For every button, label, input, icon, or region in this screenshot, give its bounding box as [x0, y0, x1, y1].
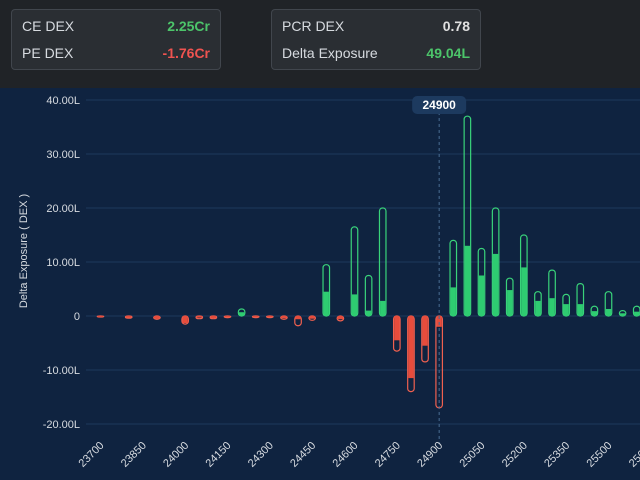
bar-fill: [238, 312, 245, 316]
ce-dex-row: CE DEX 2.25Cr: [22, 12, 210, 39]
x-tick-label: 24000: [161, 440, 191, 470]
x-axis-tick-labels: 23700 23850 24000 24150 24300 24450 24600 24750…: [77, 440, 640, 470]
bar-fill: [154, 316, 160, 319]
bar-fill: [380, 300, 386, 316]
bar-outline: [364, 274, 373, 317]
pcr-dex-value: 0.78: [442, 17, 470, 34]
y-tick-label: 20.00L: [46, 203, 80, 215]
pcr-dex-row: PCR DEX 0.78: [282, 12, 470, 39]
crosshair-label: 24900: [422, 98, 456, 112]
chart-grid: [86, 99, 640, 425]
crosshair: 24900: [412, 96, 467, 444]
x-tick-label: 25050: [458, 440, 488, 470]
bar-fill: [619, 313, 626, 316]
bar-fill: [281, 316, 287, 319]
bar-fill: [196, 316, 202, 318]
pe-dex-value: -1.76Cr: [162, 44, 210, 61]
bar-fill: [563, 304, 569, 316]
x-tick-label: 23850: [119, 440, 149, 470]
chart-bars: [96, 115, 640, 409]
bar-fill: [365, 310, 372, 316]
summary-card-left: CE DEX 2.25Cr PE DEX -1.76Cr: [11, 9, 221, 70]
y-tick-label: 10.00L: [46, 257, 80, 269]
x-tick-label: 24750: [373, 440, 403, 470]
x-tick-label: 23700: [77, 440, 107, 470]
y-tick-label: -20.00L: [43, 419, 80, 431]
bar-fill: [394, 316, 400, 341]
bar-fill: [535, 300, 541, 316]
bar-fill: [492, 253, 499, 316]
x-tick-label: 25350: [542, 440, 572, 470]
bar-fill: [126, 316, 132, 318]
bar-fill: [267, 316, 273, 318]
y-axis-tick-labels: 40.00L 30.00L 20.00L 10.00L 0 -10.00L -20.00L: [43, 95, 80, 431]
x-tick-label: 24300: [246, 440, 276, 470]
bar-fill: [351, 294, 358, 316]
bar-fill: [591, 311, 598, 316]
bar-fill: [295, 316, 301, 320]
pcr-dex-label: PCR DEX: [282, 17, 345, 34]
x-tick-label: 25650: [627, 440, 640, 470]
bar-fill: [450, 287, 456, 316]
crosshair-label-bg: [412, 96, 467, 114]
x-tick-label: 25500: [585, 440, 615, 470]
bar-fill: [97, 316, 104, 318]
bar-fill: [436, 316, 442, 327]
dex-chart-svg[interactable]: 40.00L30.00L20.00L10.00L0-10.00L-20.00L …: [0, 88, 640, 480]
bar-fill: [210, 316, 217, 319]
bar-fill: [577, 304, 583, 316]
y-tick-label: 30.00L: [46, 149, 80, 161]
bar-fill: [549, 298, 555, 316]
bar-fill: [521, 267, 527, 316]
x-tick-label: 24900: [415, 440, 445, 470]
bar-fill: [224, 316, 231, 318]
y-axis-title: Delta Exposure ( DEX ): [18, 194, 30, 308]
y-tick-label: 0: [74, 311, 80, 323]
bar-fill: [323, 291, 329, 316]
bar-fill: [464, 245, 471, 316]
ce-dex-label: CE DEX: [22, 17, 75, 34]
bar-fill: [422, 316, 428, 346]
dex-chart[interactable]: 40.00L 30.00L 20.00L 10.00L 0 -10.00L -20.00L …: [0, 88, 640, 480]
bar-fill: [634, 311, 640, 316]
y-tick-label: 40.00L: [46, 95, 80, 107]
bar-fill: [182, 316, 188, 324]
summary-card-right: PCR DEX 0.78 Delta Exposure 49.04L: [271, 9, 481, 70]
delta-exposure-value: 49.04L: [426, 44, 470, 61]
ce-dex-value: 2.25Cr: [167, 17, 210, 34]
delta-exposure-label: Delta Exposure: [282, 44, 378, 61]
bar-fill: [337, 316, 344, 320]
x-tick-label: 24150: [204, 440, 234, 470]
bar-fill: [507, 290, 513, 316]
bar-fill: [478, 275, 485, 316]
delta-exposure-row: Delta Exposure 49.04L: [282, 39, 470, 66]
x-tick-label: 24450: [288, 440, 318, 470]
bar-fill: [309, 316, 315, 319]
x-tick-label: 24600: [331, 440, 361, 470]
x-tick-label: 25200: [500, 440, 530, 470]
y-tick-label: -10.00L: [43, 365, 80, 377]
bar-fill: [408, 316, 414, 379]
pe-dex-label: PE DEX: [22, 44, 74, 61]
bar-fill: [253, 316, 259, 318]
bar-fill: [605, 308, 612, 316]
pe-dex-row: PE DEX -1.76Cr: [22, 39, 210, 66]
